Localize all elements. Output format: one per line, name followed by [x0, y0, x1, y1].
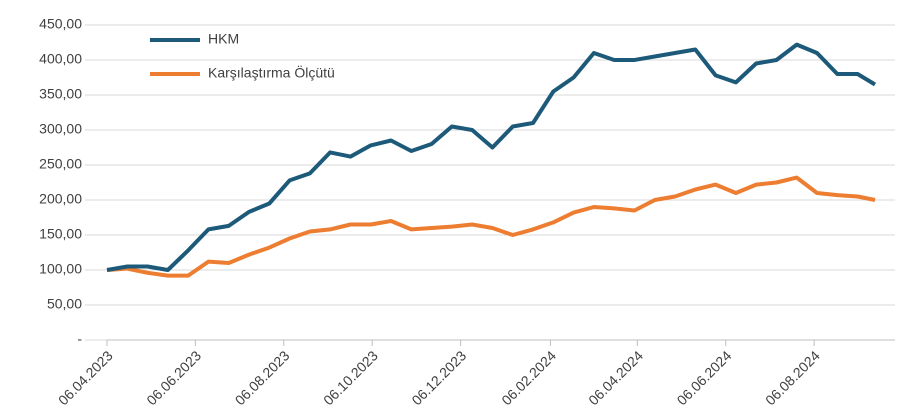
y-tick-label: -	[77, 331, 82, 347]
x-tick-label: 06.04.2024	[585, 347, 646, 408]
y-tick-label: 150,00	[39, 226, 82, 242]
x-tick-label: 06.06.2024	[674, 347, 735, 408]
y-tick-label: 250,00	[39, 156, 82, 172]
x-tick-label: 06.08.2023	[232, 347, 293, 408]
legend-label: Karşılaştırma Ölçütü	[208, 64, 335, 81]
x-tick-label: 06.12.2023	[408, 347, 469, 408]
x-tick-label: 06.02.2024	[498, 347, 559, 408]
x-tick-label: 06.06.2023	[143, 347, 204, 408]
y-tick-label: 450,00	[39, 16, 82, 32]
y-tick-label: 50,00	[47, 296, 82, 312]
x-tick-label: 06.08.2024	[762, 347, 823, 408]
y-tick-label: 400,00	[39, 51, 82, 67]
x-tick-label: 06.04.2023	[55, 347, 116, 408]
y-tick-label: 350,00	[39, 86, 82, 102]
y-tick-label: 300,00	[39, 121, 82, 137]
line-series	[106, 175, 876, 278]
x-tick-label: 06.10.2023	[320, 347, 381, 408]
y-tick-label: 100,00	[39, 261, 82, 277]
line-series	[106, 42, 877, 272]
legend-label: HKM	[208, 31, 239, 47]
y-tick-label: 200,00	[39, 191, 82, 207]
